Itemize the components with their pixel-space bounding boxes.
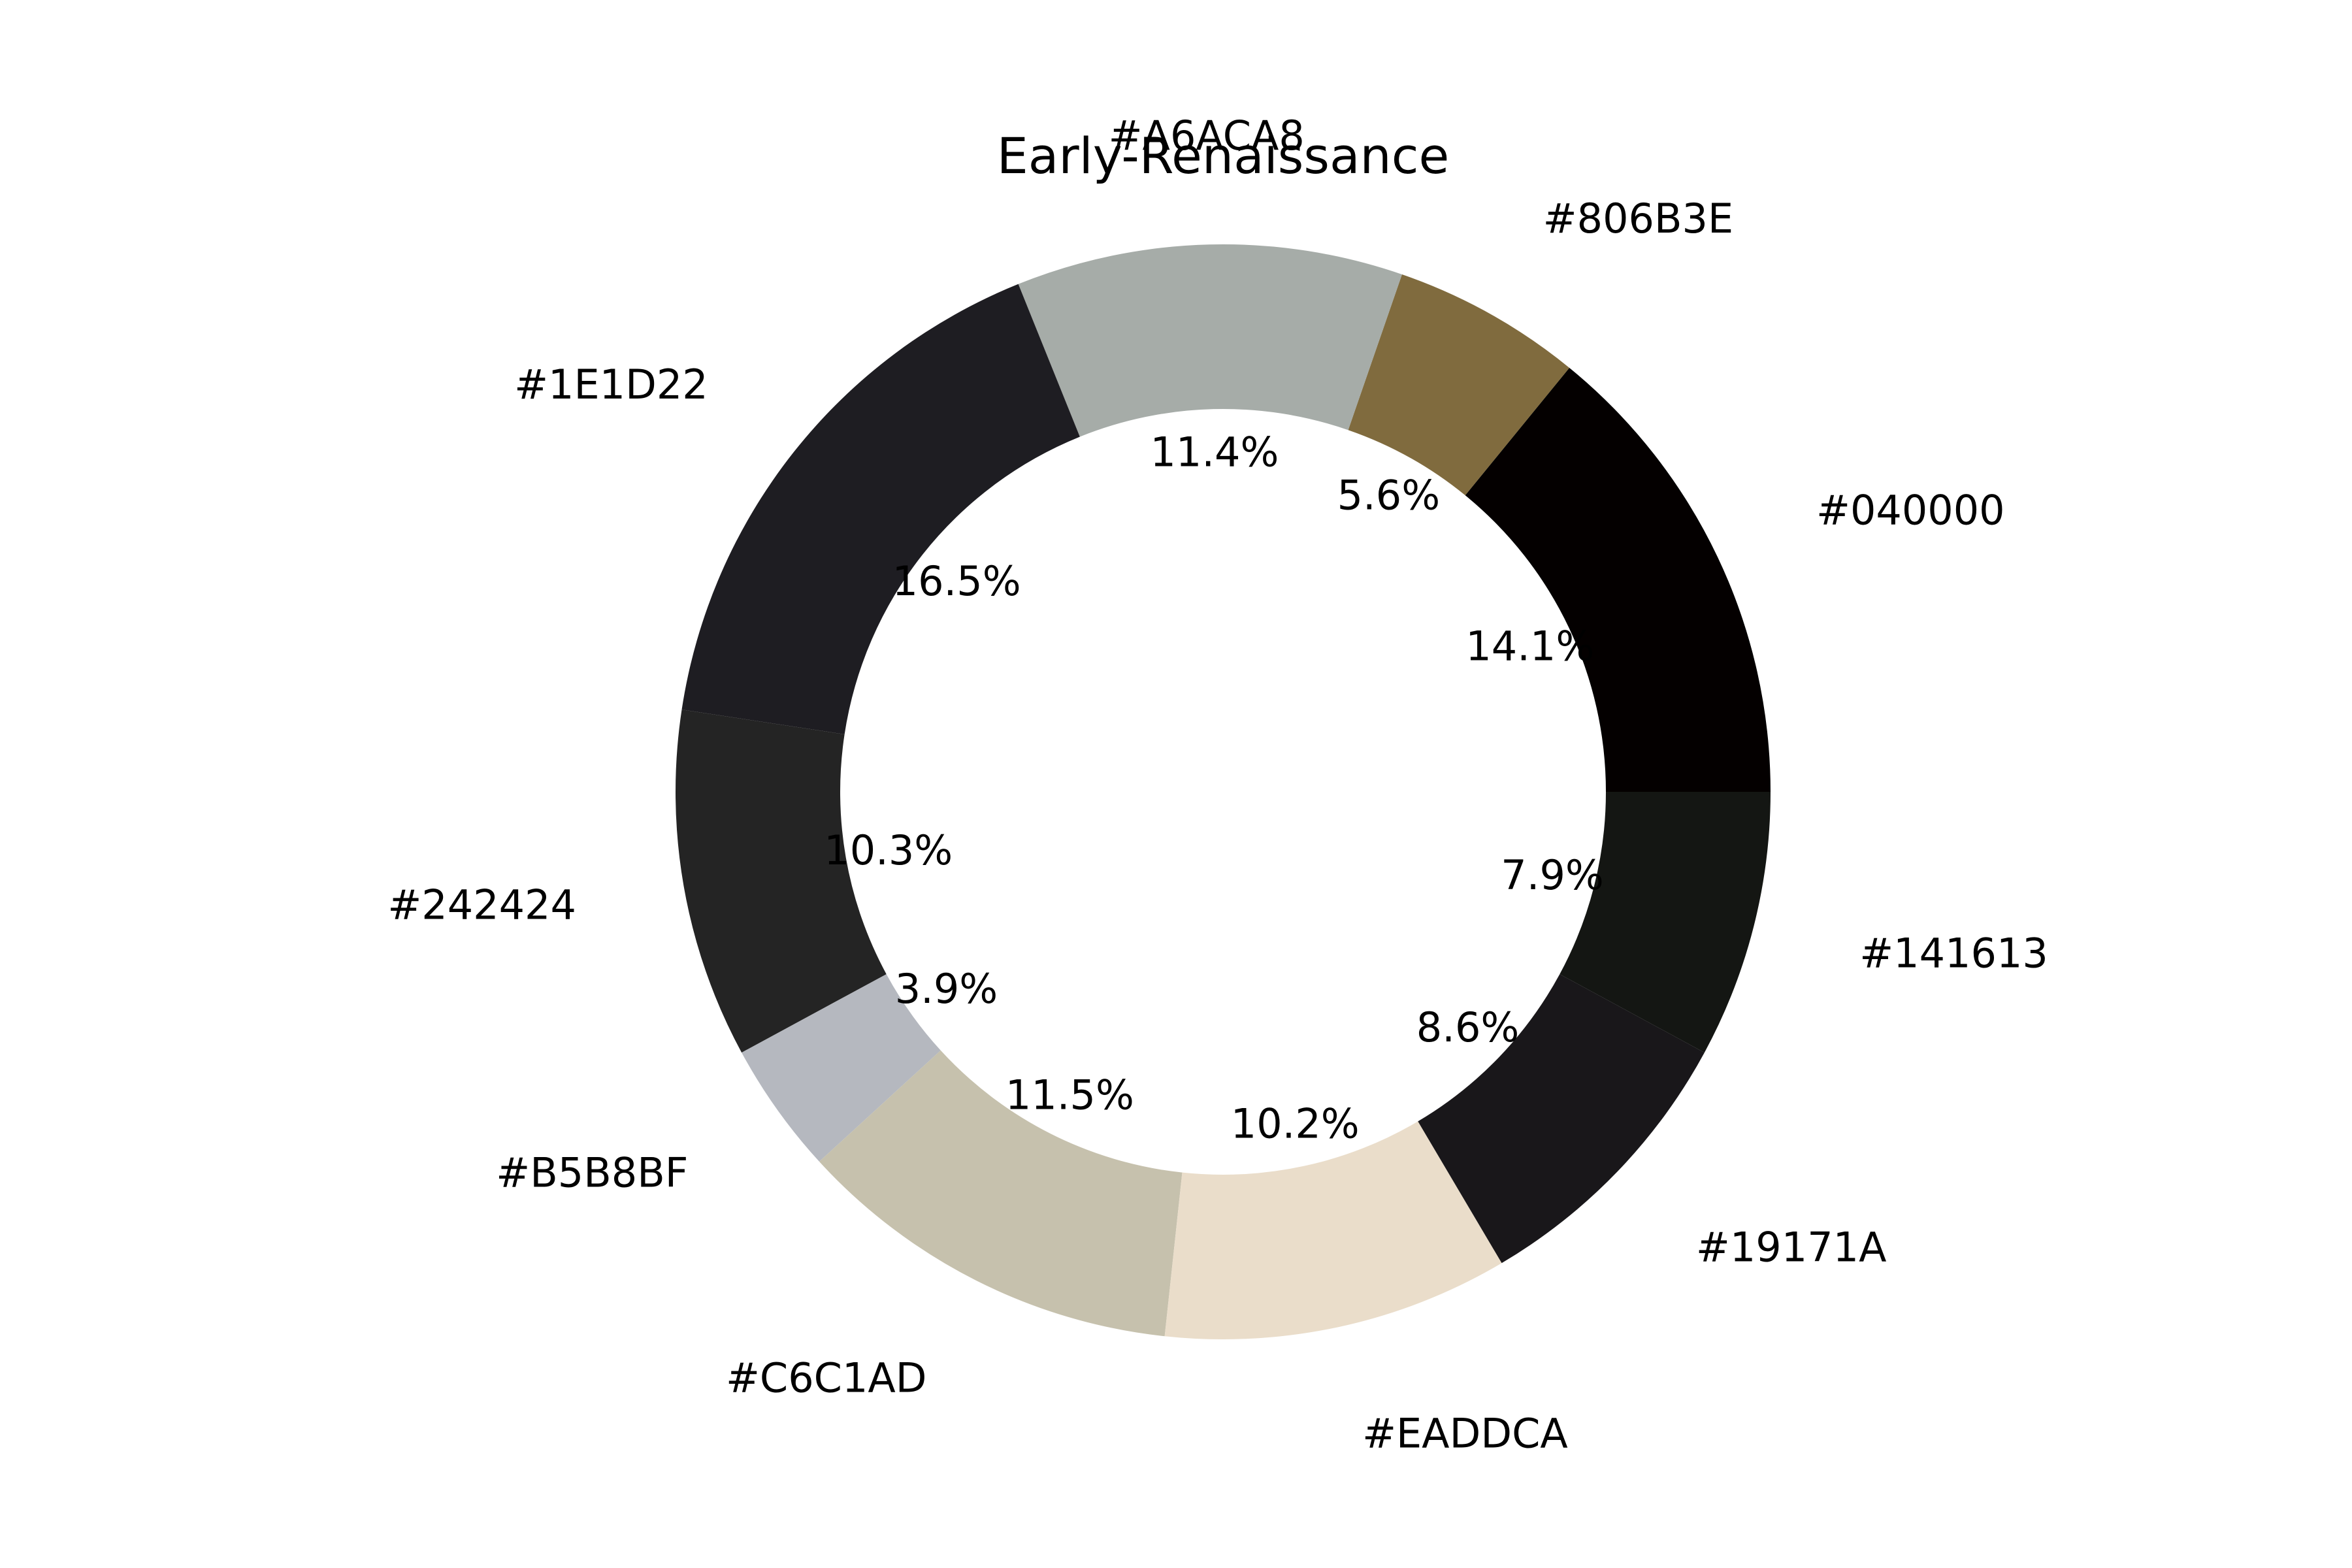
percent-label-19171a: 8.6% [1416, 1004, 1520, 1051]
donut-slice-040000 [1465, 367, 1771, 792]
donut-slice-1e1d22 [681, 284, 1080, 734]
slice-label-b5b8bf: #B5B8BF [496, 1149, 688, 1197]
slice-label-c6c1ad: #C6C1AD [726, 1354, 927, 1401]
percent-label-b5b8bf: 3.9% [895, 965, 998, 1013]
percent-label-a6aca8: 11.4% [1150, 429, 1279, 476]
donut-slice-a6aca8 [1018, 244, 1402, 437]
slice-label-1e1d22: #1E1D22 [514, 361, 708, 408]
slice-label-eaddca: #EADDCA [1362, 1410, 1568, 1458]
slice-labels: #040000 #806B3E #A6ACA8 #1E1D22 #242424 #B5B8… [387, 112, 2048, 1458]
percent-label-eaddca: 10.2% [1231, 1100, 1360, 1148]
slice-label-141613: #141613 [1859, 929, 2048, 977]
donut-slice-c6c1ad [819, 1050, 1183, 1337]
percent-labels: 14.1% 5.6% 11.4% 16.5% 10.3% 3.9% 11.5% 10.2% 8.… [824, 429, 1604, 1148]
slice-label-a6aca8: #A6ACA8 [1109, 112, 1305, 159]
slice-label-806b3e: #806B3E [1543, 195, 1733, 242]
slice-label-19171a: #19171A [1696, 1224, 1887, 1271]
donut-slice-b5b8bf [742, 974, 941, 1162]
percent-label-040000: 14.1% [1465, 623, 1594, 670]
percent-label-c6c1ad: 11.5% [1005, 1071, 1134, 1119]
chart-title: Early-Renaissance [997, 127, 1450, 185]
donut-slice-242424 [676, 710, 887, 1053]
percent-label-141613: 7.9% [1501, 851, 1604, 899]
percent-label-1e1d22: 16.5% [892, 557, 1021, 605]
donut-slices [676, 244, 1771, 1339]
donut-slice-806b3e [1348, 274, 1570, 496]
donut-slice-eaddca [1164, 1121, 1502, 1339]
percent-label-806b3e: 5.6% [1337, 471, 1441, 519]
donut-slice-19171a [1418, 974, 1705, 1264]
slice-label-040000: #040000 [1816, 487, 2005, 534]
slice-label-242424: #242424 [387, 881, 576, 928]
percent-label-242424: 10.3% [824, 826, 953, 874]
donut-slice-141613 [1560, 792, 1771, 1053]
